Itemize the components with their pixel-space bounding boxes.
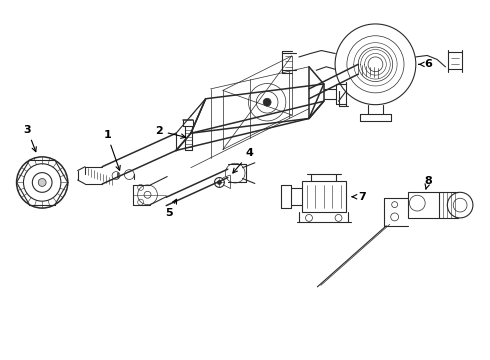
Text: 7: 7 — [352, 192, 366, 202]
Bar — [302, 181, 346, 212]
Circle shape — [38, 179, 46, 186]
Bar — [409, 192, 439, 218]
Circle shape — [218, 180, 221, 184]
Text: 1: 1 — [103, 130, 120, 170]
Text: 2: 2 — [155, 126, 185, 138]
Text: 4: 4 — [233, 148, 254, 173]
Text: 5: 5 — [165, 199, 176, 219]
Text: 8: 8 — [424, 176, 432, 189]
Text: 3: 3 — [24, 125, 36, 152]
Circle shape — [263, 98, 271, 106]
Text: 6: 6 — [418, 59, 432, 69]
